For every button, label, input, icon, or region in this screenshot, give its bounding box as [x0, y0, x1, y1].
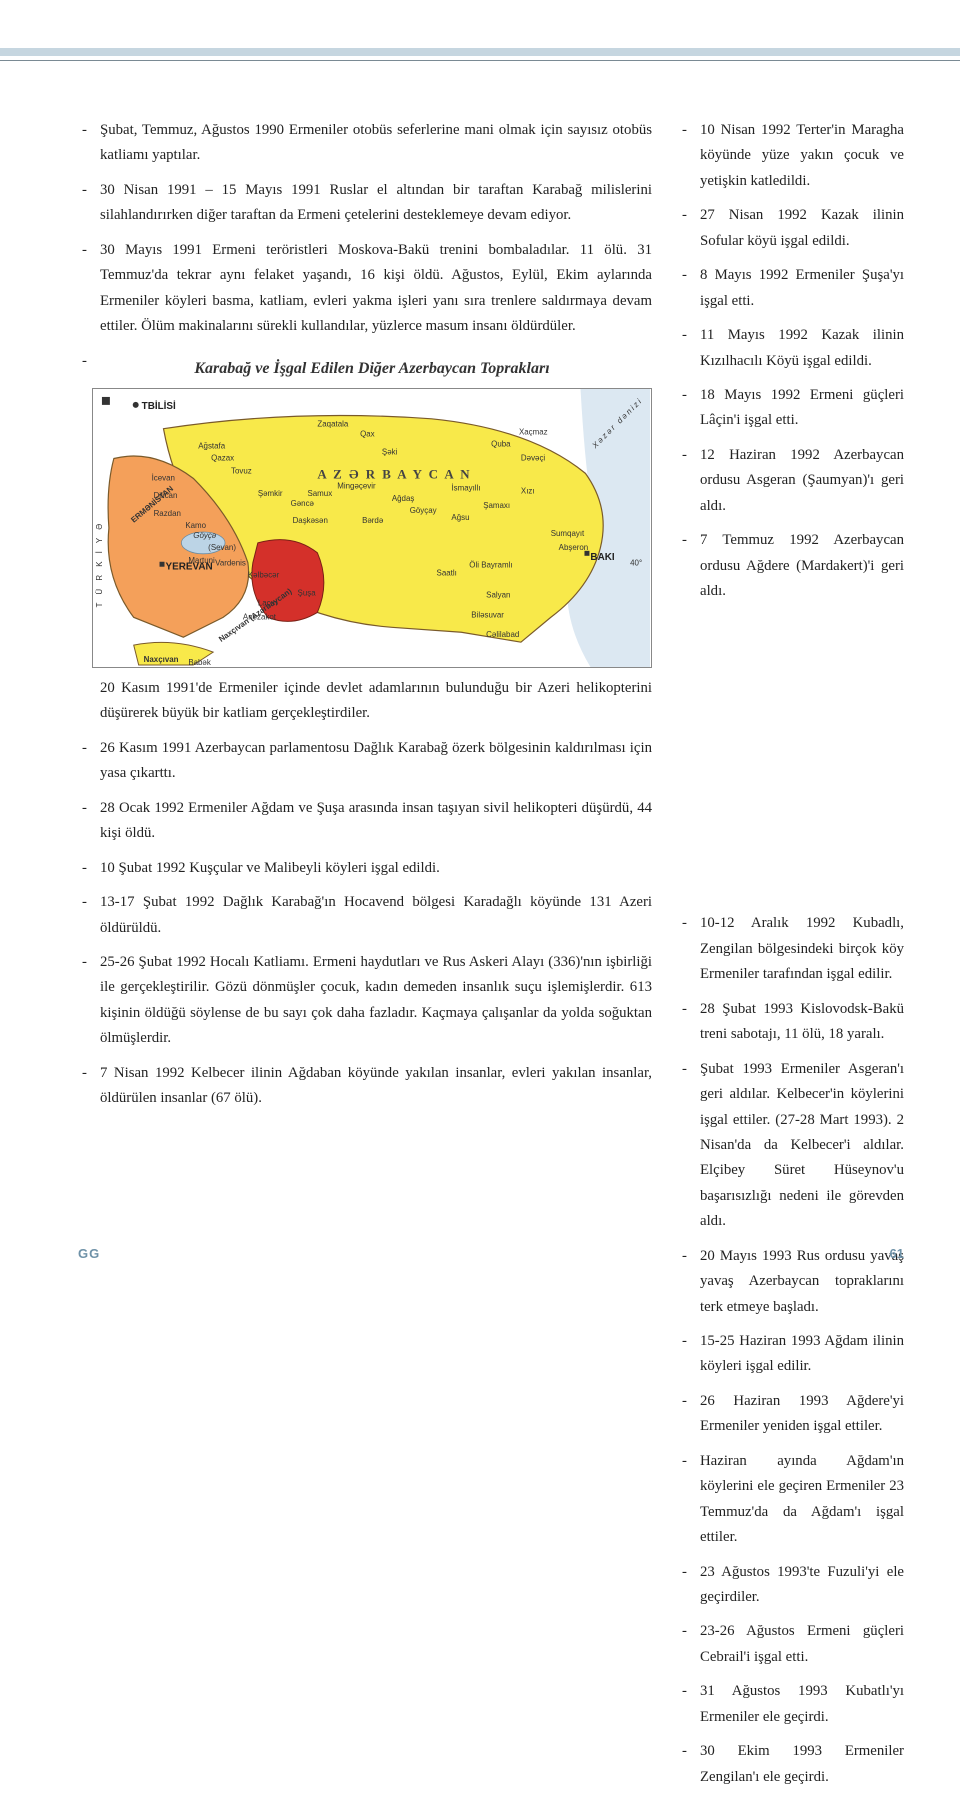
list-item: 10 Şubat 1992 Kuşçular ve Malibeyli köyl…: [78, 856, 652, 881]
list-item: 10 Nisan 1992 Terter'in Maragha köyünde …: [678, 118, 904, 194]
header-rule: [0, 60, 960, 61]
list-item: 30 Nisan 1991 – 15 Mayıs 1991 Ruslar el …: [78, 178, 652, 229]
list-item: 20 Kasım 1991'de Ermeniler içinde devlet…: [78, 349, 652, 727]
list-item: 11 Mayıs 1992 Kazak ilinin Kızılhacılı K…: [678, 323, 904, 374]
left-column: Şubat, Temmuz, Ağustos 1990 Ermeniler ot…: [78, 118, 652, 1799]
footer-left: GG: [78, 1246, 100, 1261]
list-item: 30 Mayıs 1991 Ermeni teröristleri Moskov…: [78, 238, 652, 340]
list-item: Haziran ayında Ağdam'ın köylerini ele ge…: [678, 1449, 904, 1551]
right-column: 10 Nisan 1992 Terter'in Maragha köyünde …: [678, 118, 904, 1799]
list-item: 23 Ağustos 1993'te Fuzuli'yi ele geçirdi…: [678, 1560, 904, 1611]
page-content: Şubat, Temmuz, Ağustos 1990 Ermeniler ot…: [78, 118, 904, 1225]
list-item: 28 Ocak 1992 Ermeniler Ağdam ve Şuşa ara…: [78, 796, 652, 847]
header-bar: [0, 48, 960, 56]
left-list-b: 28 Ocak 1992 Ermeniler Ağdam ve Şuşa ara…: [78, 796, 652, 1112]
list-item: 27 Nisan 1992 Kazak ilinin Sofular köyü …: [678, 203, 904, 254]
list-item: Şubat, Temmuz, Ağustos 1990 Ermeniler ot…: [78, 118, 652, 169]
list-item: 28 Şubat 1993 Kislovodsk-Bakü treni sabo…: [678, 997, 904, 1048]
left-list-wrap: 20 Kasım 1991'de Ermeniler içinde devlet…: [78, 349, 652, 787]
list-item: 31 Ağustos 1993 Kubatlı'yı Ermeniler ele…: [678, 1679, 904, 1730]
list-item: 12 Haziran 1992 Azerbaycan ordusu Asgera…: [678, 443, 904, 519]
list-item: 26 Haziran 1993 Ağdere'yi Ermeniler yeni…: [678, 1389, 904, 1440]
list-item: 23-26 Ağustos Ermeni güçleri Cebrail'i i…: [678, 1619, 904, 1670]
list-item: Şubat 1993 Ermeniler Asgeran'ı geri aldı…: [678, 1057, 904, 1235]
left-list-a: Şubat, Temmuz, Ağustos 1990 Ermeniler ot…: [78, 118, 652, 340]
list-item: 7 Nisan 1992 Kelbecer ilinin Ağdaban köy…: [78, 1061, 652, 1112]
two-columns: Şubat, Temmuz, Ağustos 1990 Ermeniler ot…: [78, 118, 904, 1799]
list-item: 13-17 Şubat 1992 Dağlık Karabağ'ın Hocav…: [78, 890, 652, 941]
list-item: 26 Kasım 1991 Azerbaycan parlamentosu Da…: [78, 736, 652, 787]
list-item: 18 Mayıs 1992 Ermeni güçleri Lâçin'i işg…: [678, 383, 904, 434]
right-list-b: 20 Mayıs 1993 Rus ordusu yavaş yavaş Aze…: [678, 1244, 904, 1790]
list-item: 7 Temmuz 1992 Azerbaycan ordusu Ağdere (…: [678, 528, 904, 604]
right-list-a: 10 Nisan 1992 Terter'in Maragha köyünde …: [678, 118, 904, 604]
list-item: 10-12 Aralık 1992 Kubadlı, Zengilan bölg…: [678, 911, 904, 987]
page-footer: GG 61: [78, 1246, 904, 1261]
list-item: 8 Mayıs 1992 Ermeniler Şuşa'yı işgal ett…: [678, 263, 904, 314]
list-item: 30 Ekim 1993 Ermeniler Zengilan'ı ele ge…: [678, 1739, 904, 1790]
right-list-wrap: 10-12 Aralık 1992 Kubadlı, Zengilan bölg…: [678, 911, 904, 1234]
map-spacer: [678, 613, 904, 911]
list-item: 25-26 Şubat 1992 Hocalı Katliamı. Ermeni…: [78, 950, 652, 1052]
list-item: 15-25 Haziran 1993 Ağdam ilinin köyleri …: [678, 1329, 904, 1380]
page-number: 61: [890, 1246, 904, 1261]
